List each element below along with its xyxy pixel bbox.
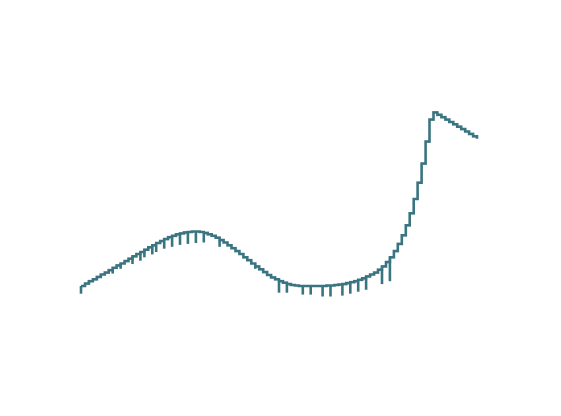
series-layer <box>79 111 479 297</box>
